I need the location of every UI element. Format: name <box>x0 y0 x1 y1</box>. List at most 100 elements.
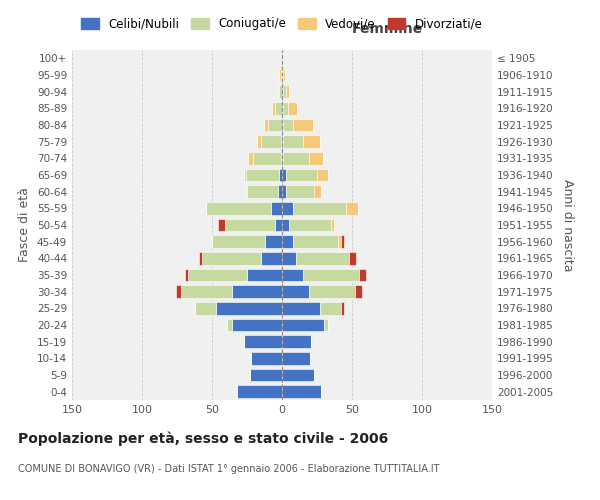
Bar <box>212 236 265 248</box>
Bar <box>278 86 279 98</box>
Bar <box>282 202 293 214</box>
Bar <box>341 236 344 248</box>
Bar <box>265 236 282 248</box>
Bar <box>286 186 314 198</box>
Bar <box>283 136 303 148</box>
Bar <box>281 152 282 164</box>
Bar <box>261 252 282 264</box>
Bar <box>245 169 279 181</box>
Bar <box>244 336 282 348</box>
Bar <box>253 152 281 164</box>
Bar <box>268 119 282 132</box>
Bar <box>279 86 282 98</box>
Bar <box>282 286 308 298</box>
Bar <box>188 269 247 281</box>
Bar <box>176 286 181 298</box>
Bar <box>282 152 283 164</box>
Bar <box>232 286 282 298</box>
Bar <box>282 336 311 348</box>
Bar <box>308 152 323 164</box>
Bar <box>296 252 349 264</box>
Bar <box>245 186 247 198</box>
Bar <box>275 219 282 231</box>
Bar <box>317 169 328 181</box>
Bar <box>279 69 281 82</box>
Bar <box>224 219 275 231</box>
Bar <box>282 252 296 264</box>
Bar <box>282 219 289 231</box>
Bar <box>355 286 362 298</box>
Bar <box>227 319 232 331</box>
Text: Femmine: Femmine <box>352 22 422 36</box>
Bar <box>314 186 321 198</box>
Bar <box>282 369 314 381</box>
Bar <box>195 302 216 314</box>
Bar <box>282 86 283 98</box>
Bar <box>286 86 289 98</box>
Bar <box>283 119 293 132</box>
Y-axis label: Fasce di età: Fasce di età <box>19 188 31 262</box>
Bar <box>293 119 313 132</box>
Bar <box>283 69 285 82</box>
Legend: Celibi/Nubili, Coniugati/e, Vedovi/e, Divorziati/e: Celibi/Nubili, Coniugati/e, Vedovi/e, Di… <box>78 14 486 34</box>
Bar <box>282 102 283 115</box>
Bar <box>282 119 283 132</box>
Bar <box>282 186 286 198</box>
Bar <box>283 152 308 164</box>
Bar <box>237 386 282 398</box>
Bar <box>283 86 286 98</box>
Bar <box>185 269 188 281</box>
Bar <box>244 169 245 181</box>
Bar <box>281 136 282 148</box>
Bar <box>320 302 341 314</box>
Bar <box>250 369 282 381</box>
Bar <box>232 319 282 331</box>
Bar <box>282 319 324 331</box>
Bar <box>206 202 271 214</box>
Bar <box>271 202 282 214</box>
Bar <box>264 119 268 132</box>
Bar <box>283 102 287 115</box>
Bar <box>251 352 282 364</box>
Bar <box>282 269 303 281</box>
Bar <box>324 319 328 331</box>
Bar <box>218 219 224 231</box>
Bar <box>282 136 283 148</box>
Bar <box>247 186 278 198</box>
Bar <box>293 236 338 248</box>
Bar <box>282 352 310 364</box>
Bar <box>257 136 261 148</box>
Bar <box>303 136 320 148</box>
Text: COMUNE DI BONAVIGO (VR) - Dati ISTAT 1° gennaio 2006 - Elaborazione TUTTITALIA.I: COMUNE DI BONAVIGO (VR) - Dati ISTAT 1° … <box>18 464 439 474</box>
Bar <box>303 269 359 281</box>
Bar <box>282 169 286 181</box>
Bar <box>261 136 281 148</box>
Bar <box>282 69 283 82</box>
Bar <box>282 386 321 398</box>
Bar <box>199 252 202 264</box>
Bar <box>338 236 341 248</box>
Bar <box>287 102 298 115</box>
Bar <box>282 302 320 314</box>
Bar <box>216 302 282 314</box>
Bar <box>341 302 344 314</box>
Bar <box>331 219 334 231</box>
Bar <box>281 69 282 82</box>
Bar <box>202 252 261 264</box>
Bar <box>278 186 282 198</box>
Bar <box>282 236 293 248</box>
Text: Popolazione per età, sesso e stato civile - 2006: Popolazione per età, sesso e stato civil… <box>18 431 388 446</box>
Bar <box>289 219 331 231</box>
Bar <box>282 52 283 64</box>
Bar <box>308 286 355 298</box>
Bar <box>247 269 282 281</box>
Bar <box>181 286 232 298</box>
Bar <box>359 269 366 281</box>
Bar <box>349 252 356 264</box>
Bar <box>272 102 275 115</box>
Bar <box>275 102 282 115</box>
Bar <box>248 152 253 164</box>
Bar <box>346 202 358 214</box>
Bar <box>293 202 346 214</box>
Bar <box>286 169 317 181</box>
